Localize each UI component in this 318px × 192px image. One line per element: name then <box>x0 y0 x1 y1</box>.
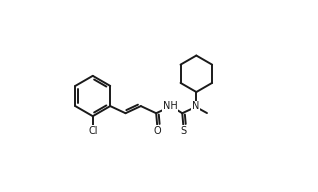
Text: O: O <box>153 126 161 136</box>
Text: N: N <box>192 101 199 111</box>
Text: Cl: Cl <box>88 126 98 136</box>
Text: S: S <box>180 126 186 136</box>
Text: NH: NH <box>163 101 177 111</box>
